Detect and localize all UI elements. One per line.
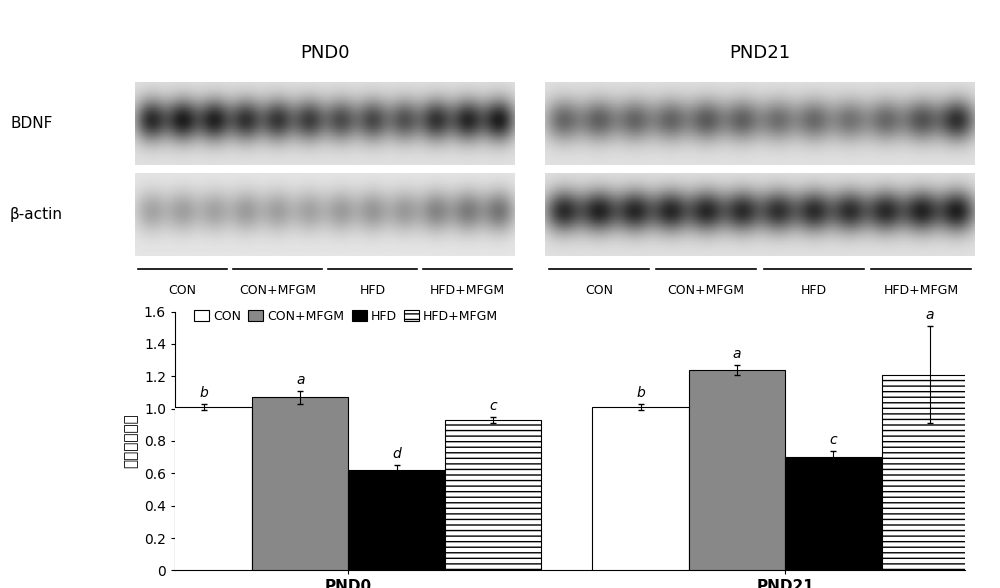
Text: BDNF: BDNF bbox=[10, 116, 52, 131]
Bar bbox=[882, 375, 978, 570]
Text: a: a bbox=[925, 308, 934, 322]
Text: HFD: HFD bbox=[801, 284, 827, 297]
Text: CON+MFGM: CON+MFGM bbox=[239, 284, 316, 297]
Text: HFD+MFGM: HFD+MFGM bbox=[430, 284, 505, 297]
Text: d: d bbox=[392, 447, 401, 461]
Bar bbox=[785, 457, 882, 570]
Text: PND0: PND0 bbox=[300, 44, 350, 62]
Bar bbox=[348, 470, 445, 570]
Text: PND21: PND21 bbox=[729, 44, 791, 62]
Text: HFD+MFGM: HFD+MFGM bbox=[884, 284, 959, 297]
Text: a: a bbox=[296, 373, 304, 387]
Text: β-actin: β-actin bbox=[10, 207, 63, 222]
Text: c: c bbox=[830, 433, 837, 447]
Bar bbox=[592, 407, 689, 570]
Bar bbox=[156, 407, 252, 570]
Legend: CON, CON+MFGM, HFD, HFD+MFGM: CON, CON+MFGM, HFD, HFD+MFGM bbox=[189, 305, 503, 328]
Text: HFD: HFD bbox=[359, 284, 386, 297]
Y-axis label: 相对蛋白含量: 相对蛋白含量 bbox=[123, 413, 138, 469]
Bar bbox=[252, 397, 348, 570]
Bar bbox=[445, 420, 541, 570]
Text: c: c bbox=[489, 399, 497, 413]
Bar bbox=[689, 370, 785, 570]
Text: a: a bbox=[733, 347, 741, 361]
Text: b: b bbox=[200, 386, 208, 400]
Text: b: b bbox=[636, 386, 645, 400]
Text: CON: CON bbox=[168, 284, 196, 297]
Text: CON+MFGM: CON+MFGM bbox=[668, 284, 745, 297]
Text: CON: CON bbox=[585, 284, 613, 297]
